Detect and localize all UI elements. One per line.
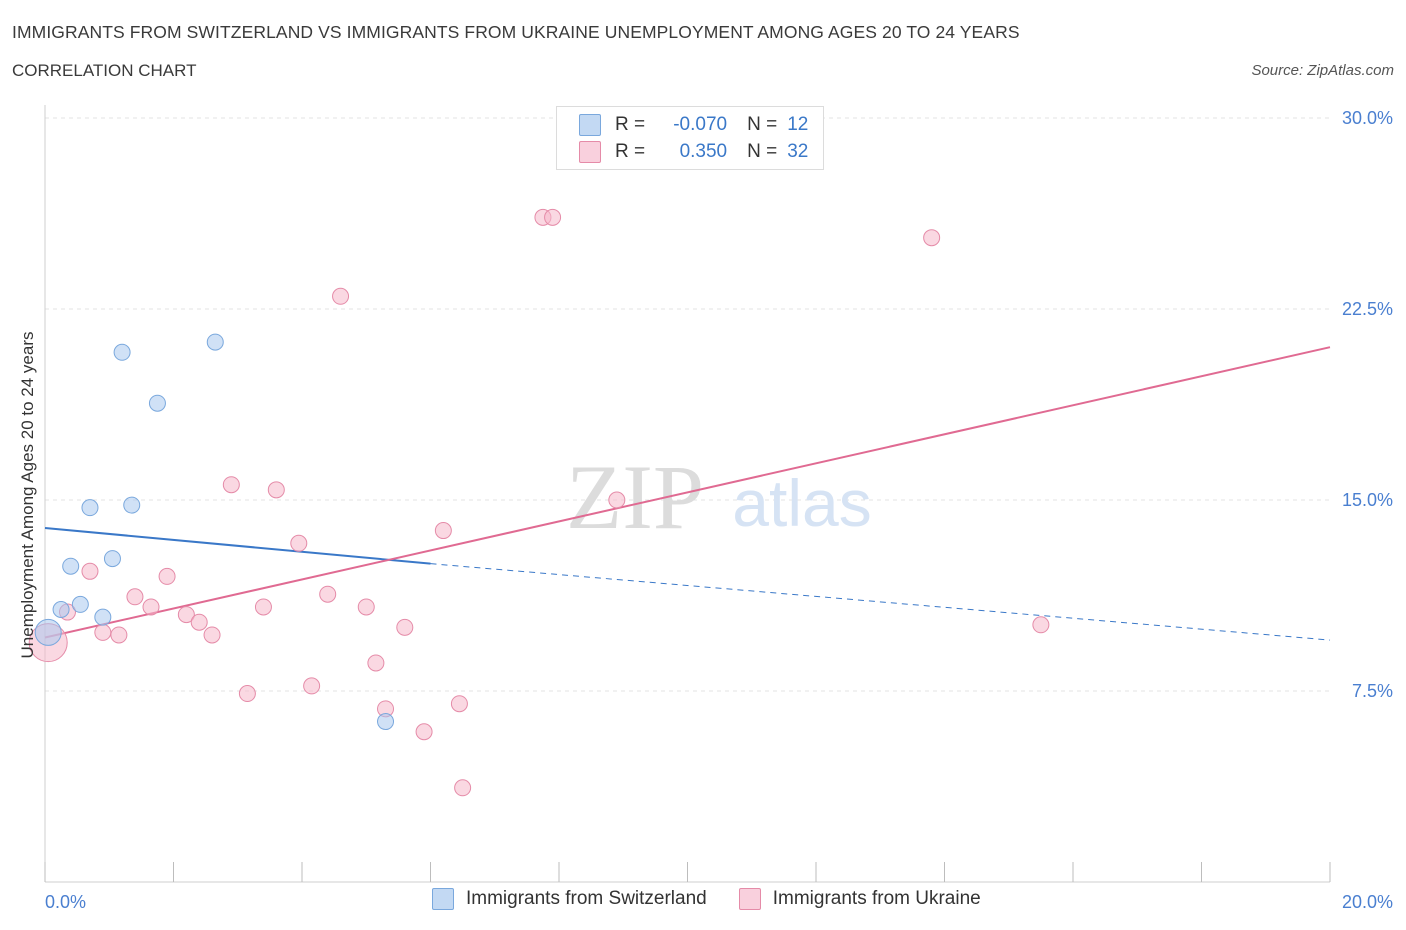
ukraine-point bbox=[290, 534, 308, 552]
data-points bbox=[28, 208, 1050, 797]
legend-label-switzerland: Immigrants from Switzerland bbox=[466, 888, 707, 909]
switzerland-point bbox=[62, 557, 80, 575]
switzerland-swatch bbox=[432, 888, 454, 910]
switzerland-trend-extension bbox=[430, 563, 1331, 641]
switzerland-point bbox=[377, 713, 395, 731]
ukraine-point bbox=[94, 623, 112, 641]
ukraine-point bbox=[454, 779, 472, 797]
ukraine-point bbox=[608, 491, 626, 509]
grid-lines bbox=[45, 117, 1330, 692]
switzerland-trend-line bbox=[44, 527, 431, 565]
axes bbox=[44, 105, 1331, 883]
chart-subtitle: CORRELATION CHART bbox=[12, 61, 197, 80]
chart-title: IMMIGRANTS FROM SWITZERLAND VS IMMIGRANT… bbox=[12, 22, 1020, 42]
ukraine-point bbox=[434, 522, 452, 540]
ukraine-point bbox=[267, 481, 285, 499]
switzerland-point bbox=[71, 595, 89, 613]
ukraine-point bbox=[126, 588, 144, 606]
ukraine-point bbox=[190, 613, 208, 631]
r-label: R = bbox=[615, 114, 646, 135]
ukraine-trend-line bbox=[44, 346, 1331, 639]
source-label: Source: ZipAtlas.com bbox=[1251, 62, 1394, 79]
switzerland-point bbox=[34, 618, 62, 646]
r-value: 0.350 bbox=[679, 141, 728, 162]
ukraine-point bbox=[450, 695, 468, 713]
switzerland-point bbox=[94, 608, 112, 626]
stats-legend: R = -0.070 N = 12 R = 0.350 N = 32 bbox=[556, 106, 824, 170]
series-legend: Immigrants from Switzerland Immigrants f… bbox=[432, 888, 1013, 910]
legend-item-ukraine: Immigrants from Ukraine bbox=[738, 888, 981, 910]
switzerland-point bbox=[206, 333, 224, 351]
legend-label-ukraine: Immigrants from Ukraine bbox=[772, 888, 981, 909]
y-tick-label: 15.0% bbox=[1342, 490, 1393, 510]
ukraine-point bbox=[332, 287, 350, 305]
ukraine-point bbox=[238, 685, 256, 703]
ukraine-point bbox=[177, 606, 195, 624]
ukraine-point bbox=[367, 654, 385, 672]
switzerland-swatch bbox=[579, 114, 601, 136]
r-label: R = bbox=[615, 141, 646, 162]
n-value: 12 bbox=[787, 114, 809, 135]
ukraine-point bbox=[81, 562, 99, 580]
switzerland-point bbox=[148, 394, 166, 412]
ukraine-point bbox=[396, 618, 414, 636]
legend-item-switzerland: Immigrants from Switzerland bbox=[432, 888, 707, 910]
trend-lines bbox=[44, 346, 1331, 641]
ukraine-point bbox=[923, 229, 941, 247]
r-value: -0.070 bbox=[673, 114, 728, 135]
x-tick-label: 20.0% bbox=[1342, 892, 1393, 912]
y-tick-label: 22.5% bbox=[1342, 299, 1393, 319]
ukraine-point bbox=[203, 626, 221, 644]
watermark-atlas: atlas bbox=[732, 466, 871, 540]
ukraine-swatch bbox=[738, 888, 761, 910]
legend-row-ukraine: R = 0.350 N = 32 bbox=[579, 140, 808, 164]
ukraine-point bbox=[254, 598, 272, 616]
ukraine-point bbox=[110, 626, 128, 644]
y-tick-label: 7.5% bbox=[1352, 681, 1393, 701]
switzerland-point bbox=[123, 496, 141, 514]
ukraine-point bbox=[544, 208, 562, 226]
ukraine-point bbox=[142, 598, 160, 616]
switzerland-point bbox=[52, 601, 70, 619]
ukraine-point bbox=[415, 723, 433, 741]
ukraine-point bbox=[1032, 616, 1050, 634]
switzerland-point bbox=[81, 499, 99, 517]
x-tick-label: 0.0% bbox=[45, 892, 86, 912]
n-label: N = bbox=[747, 114, 778, 135]
switzerland-point bbox=[103, 550, 121, 568]
ukraine-point bbox=[158, 567, 176, 585]
switzerland-point bbox=[113, 343, 131, 361]
legend-row-switzerland: R = -0.070 N = 12 bbox=[579, 113, 808, 137]
ukraine-swatch bbox=[579, 141, 601, 163]
y-axis-label: Unemployment Among Ages 20 to 24 years bbox=[18, 331, 37, 659]
tick-labels: 7.5% 15.0% 22.5% 30.0% 0.0% 20.0% bbox=[45, 108, 1393, 912]
ukraine-point bbox=[319, 585, 337, 603]
y-tick-label: 30.0% bbox=[1342, 108, 1393, 128]
ukraine-point bbox=[357, 598, 375, 616]
n-label: N = bbox=[747, 141, 778, 162]
n-value: 32 bbox=[787, 141, 809, 162]
ukraine-point bbox=[222, 476, 240, 494]
watermark-zip: ZIP bbox=[566, 446, 704, 548]
ukraine-point bbox=[303, 677, 321, 695]
